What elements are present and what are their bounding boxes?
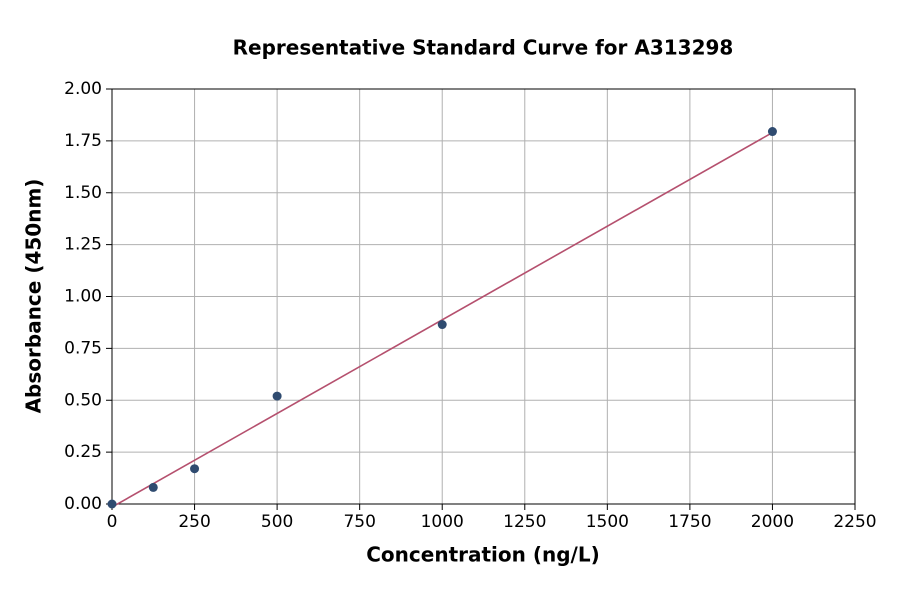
fit-line: [111, 131, 773, 508]
plot-frame: [111, 88, 856, 505]
x-axis-label: Concentration (ng/L): [366, 543, 599, 567]
x-tick-label: 500: [261, 512, 293, 532]
y-tick-label: 1.75: [64, 131, 102, 151]
x-tick-label: 0: [107, 512, 118, 532]
x-tick-label: 1750: [668, 512, 711, 532]
y-tick-label: 1.00: [64, 287, 102, 307]
x-tick-label: 250: [178, 512, 210, 532]
y-tick-label: 0.25: [64, 442, 102, 462]
y-tick-label: 0.75: [64, 338, 102, 358]
y-tick-label: 0.00: [64, 494, 102, 514]
y-tick-label: 1.50: [64, 183, 102, 203]
data-point: [272, 391, 282, 401]
x-tick-label: 1250: [503, 512, 546, 532]
data-point: [148, 482, 158, 492]
x-tick-label: 2250: [833, 512, 876, 532]
x-tick-label: 750: [343, 512, 375, 532]
x-tick-label: 1500: [586, 512, 629, 532]
y-tick-label: 0.50: [64, 390, 102, 410]
data-point: [437, 320, 447, 330]
x-tick-label: 1000: [421, 512, 464, 532]
data-point: [107, 499, 117, 509]
data-point: [190, 464, 200, 474]
chart-title: Representative Standard Curve for A31329…: [233, 36, 734, 60]
x-tick-label: 2000: [751, 512, 794, 532]
y-tick-label: 2.00: [64, 79, 102, 99]
y-axis-label: Absorbance (450nm): [22, 179, 46, 414]
y-tick-label: 1.25: [64, 235, 102, 255]
data-point: [767, 127, 777, 137]
